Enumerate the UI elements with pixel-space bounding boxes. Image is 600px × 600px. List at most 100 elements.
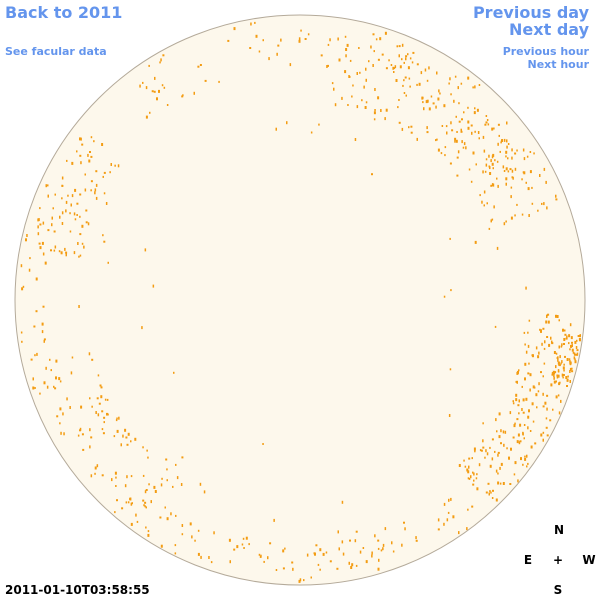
facula-point (483, 204, 485, 207)
facula-point (99, 384, 102, 387)
facula-point (485, 163, 488, 167)
facula-point (176, 476, 179, 480)
facula-point (147, 456, 149, 459)
facula-point (409, 57, 412, 60)
facula-point (451, 129, 454, 132)
facula-point (341, 540, 344, 544)
facula-point (341, 96, 343, 100)
facula-point (94, 188, 97, 192)
facula-point (384, 527, 387, 531)
next-hour-link[interactable]: Next hour (527, 58, 590, 71)
facula-point (275, 569, 278, 571)
facula-point (577, 335, 580, 337)
facula-point (462, 146, 465, 149)
facula-point (54, 193, 56, 196)
facula-point (546, 394, 549, 397)
facula-point (496, 177, 498, 180)
facula-point (531, 186, 533, 189)
facula-point (106, 398, 109, 401)
facula-point (511, 148, 513, 152)
facula-point (146, 449, 148, 452)
facula-point (456, 131, 458, 133)
facula-point (545, 426, 548, 429)
facula-point (524, 455, 526, 458)
next-day-link[interactable]: Next day (509, 20, 589, 39)
facula-point (174, 552, 177, 555)
facula-point (489, 464, 492, 468)
facula-point (124, 484, 127, 488)
facula-point (262, 39, 264, 42)
facula-point (488, 154, 490, 158)
facula-point (518, 441, 521, 445)
facula-point (407, 66, 410, 70)
facula-point (494, 159, 496, 162)
facula-point (401, 58, 403, 61)
facula-point (377, 539, 380, 542)
facula-point (403, 521, 405, 524)
facula-point (537, 209, 539, 212)
facula-point (435, 139, 437, 142)
facula-point (498, 134, 500, 137)
facula-point (142, 499, 145, 502)
facula-point (377, 58, 380, 61)
facula-point (341, 500, 344, 504)
facula-point (145, 86, 148, 90)
facula-point (148, 483, 150, 486)
facula-point (548, 343, 551, 347)
facula-point (134, 437, 137, 441)
facula-point (20, 264, 23, 268)
facula-point (393, 67, 395, 70)
facula-point (365, 78, 367, 82)
facula-point (579, 334, 581, 338)
facula-point (528, 409, 530, 413)
facula-point (160, 544, 163, 548)
back-to-year-link[interactable]: Back to 2011 (5, 3, 123, 22)
facula-point (471, 131, 473, 135)
facula-point (142, 81, 144, 84)
facula-point (372, 33, 375, 36)
facula-point (473, 111, 476, 115)
facula-point (460, 128, 462, 132)
facula-point (166, 479, 168, 482)
facula-point (46, 385, 49, 389)
facula-point (568, 342, 570, 345)
facula-point (43, 339, 45, 343)
facula-point (528, 214, 530, 217)
facula-point (499, 150, 501, 153)
facula-point (524, 377, 526, 381)
previous-day-link[interactable]: Previous day (472, 3, 589, 22)
facula-point (144, 490, 147, 494)
facula-point (567, 375, 569, 378)
facula-point (37, 232, 40, 236)
see-facular-data-link[interactable]: See facular data (5, 45, 107, 58)
facula-point (574, 340, 577, 344)
facula-point (428, 66, 430, 70)
facula-point (518, 412, 520, 415)
facula-point (262, 443, 264, 445)
facula-point (69, 230, 72, 233)
facula-point (88, 159, 91, 163)
facula-point (555, 395, 558, 399)
facula-point (358, 47, 360, 49)
facula-point (516, 418, 519, 421)
facula-point (450, 93, 452, 96)
facula-point (102, 175, 104, 178)
facula-point (544, 401, 547, 405)
previous-hour-link[interactable]: Previous hour (502, 45, 589, 58)
facula-point (399, 65, 402, 69)
facula-point (89, 151, 91, 153)
facula-point (291, 561, 294, 564)
facula-point (166, 468, 168, 471)
facula-point (113, 435, 116, 438)
facula-point (374, 109, 376, 111)
facula-point (556, 375, 559, 379)
facula-point (500, 141, 502, 144)
facula-point (90, 474, 93, 478)
facula-point (30, 358, 33, 361)
facula-point (371, 554, 373, 558)
facula-point (372, 64, 374, 67)
facula-point (80, 405, 83, 409)
facula-point (59, 215, 61, 219)
facula-point (116, 429, 119, 433)
facula-point (65, 200, 68, 204)
